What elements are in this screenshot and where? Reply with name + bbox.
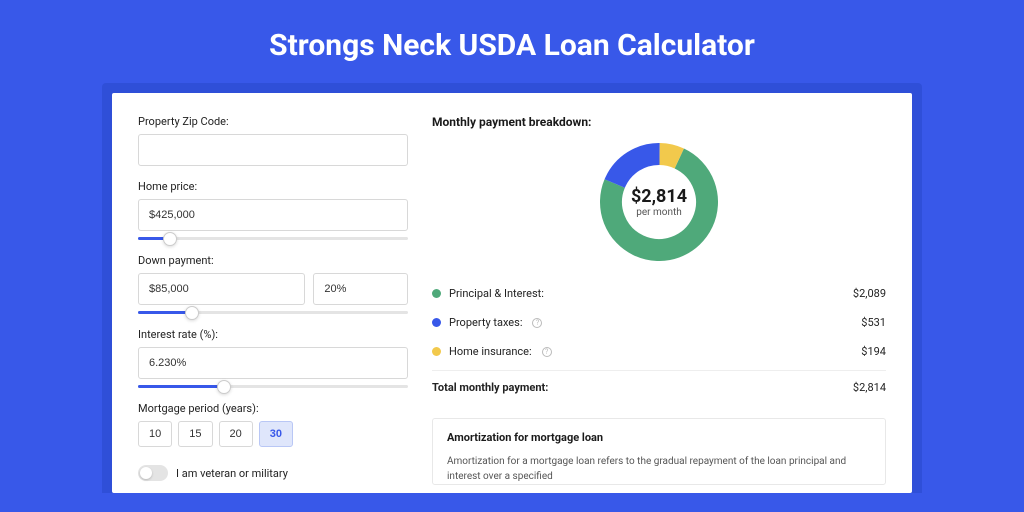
interest-rate-field: Interest rate (%): <box>138 328 408 388</box>
donut-chart: $2,814 per month <box>432 143 886 261</box>
period-btn-10[interactable]: 10 <box>138 421 172 447</box>
mortgage-period-label: Mortgage period (years): <box>138 402 408 415</box>
down-payment-slider-thumb[interactable] <box>185 306 199 320</box>
donut-center: $2,814 per month <box>631 186 687 218</box>
breakdown-title: Monthly payment breakdown: <box>432 115 886 129</box>
home-price-label: Home price: <box>138 180 408 193</box>
down-payment-field: Down payment: <box>138 254 408 314</box>
veteran-toggle-row: I am veteran or military <box>138 465 408 481</box>
interest-rate-label: Interest rate (%): <box>138 328 408 341</box>
info-icon[interactable]: ? <box>542 347 552 357</box>
mortgage-period-buttons: 10 15 20 30 <box>138 421 408 447</box>
home-price-field: Home price: <box>138 180 408 240</box>
breakdown-row: Property taxes:? $531 <box>432 308 886 337</box>
breakdown-column: Monthly payment breakdown: $2,814 per mo… <box>408 115 886 493</box>
home-price-input[interactable] <box>138 199 408 231</box>
interest-rate-slider-thumb[interactable] <box>217 380 231 394</box>
breakdown-total-label: Total monthly payment: <box>432 381 548 394</box>
breakdown-row-value: $531 <box>861 316 886 329</box>
zip-label: Property Zip Code: <box>138 115 408 128</box>
breakdown-row-label: Home insurance: <box>449 345 532 358</box>
legend-dot <box>432 347 441 356</box>
amortization-title: Amortization for mortgage loan <box>447 431 871 444</box>
breakdown-row-value: $2,089 <box>853 287 886 300</box>
amortization-text: Amortization for a mortgage loan refers … <box>447 454 871 484</box>
breakdown-row: Principal & Interest: $2,089 <box>432 279 886 308</box>
legend-dot <box>432 289 441 298</box>
legend-dot <box>432 318 441 327</box>
home-price-slider-thumb[interactable] <box>163 232 177 246</box>
card-shadow: Property Zip Code: Home price: Down paym… <box>102 83 922 493</box>
veteran-toggle-knob <box>140 467 152 479</box>
zip-field: Property Zip Code: <box>138 115 408 166</box>
veteran-toggle-label: I am veteran or military <box>176 467 288 480</box>
breakdown-row-left: Property taxes:? <box>432 316 542 329</box>
down-payment-percent-input[interactable] <box>313 273 408 305</box>
down-payment-slider[interactable] <box>138 311 408 314</box>
down-payment-label: Down payment: <box>138 254 408 267</box>
form-column: Property Zip Code: Home price: Down paym… <box>138 115 408 493</box>
info-icon[interactable]: ? <box>532 318 542 328</box>
mortgage-period-field: Mortgage period (years): 10 15 20 30 <box>138 402 408 447</box>
period-btn-20[interactable]: 20 <box>219 421 253 447</box>
period-btn-30[interactable]: 30 <box>259 421 293 447</box>
breakdown-row-left: Principal & Interest: <box>432 287 544 300</box>
veteran-toggle[interactable] <box>138 465 168 481</box>
amortization-box: Amortization for mortgage loan Amortizat… <box>432 418 886 485</box>
period-btn-15[interactable]: 15 <box>178 421 212 447</box>
down-payment-amount-input[interactable] <box>138 273 305 305</box>
interest-rate-slider[interactable] <box>138 385 408 388</box>
breakdown-total-value: $2,814 <box>853 381 886 394</box>
donut-center-value: $2,814 <box>631 186 687 207</box>
donut-center-sub: per month <box>631 207 687 218</box>
breakdown-row-label: Property taxes: <box>449 316 522 329</box>
calculator-card: Property Zip Code: Home price: Down paym… <box>112 93 912 493</box>
interest-rate-input[interactable] <box>138 347 408 379</box>
zip-input[interactable] <box>138 134 408 166</box>
breakdown-total-row: Total monthly payment: $2,814 <box>432 370 886 402</box>
interest-rate-slider-fill <box>138 385 224 388</box>
home-price-slider[interactable] <box>138 237 408 240</box>
breakdown-row-label: Principal & Interest: <box>449 287 544 300</box>
page-title: Strongs Neck USDA Loan Calculator <box>0 0 1024 83</box>
breakdown-row-value: $194 <box>861 345 886 358</box>
down-payment-slider-fill <box>138 311 192 314</box>
breakdown-rows: Principal & Interest: $2,089 Property taxe… <box>432 279 886 366</box>
breakdown-row: Home insurance:? $194 <box>432 337 886 366</box>
breakdown-row-left: Home insurance:? <box>432 345 552 358</box>
